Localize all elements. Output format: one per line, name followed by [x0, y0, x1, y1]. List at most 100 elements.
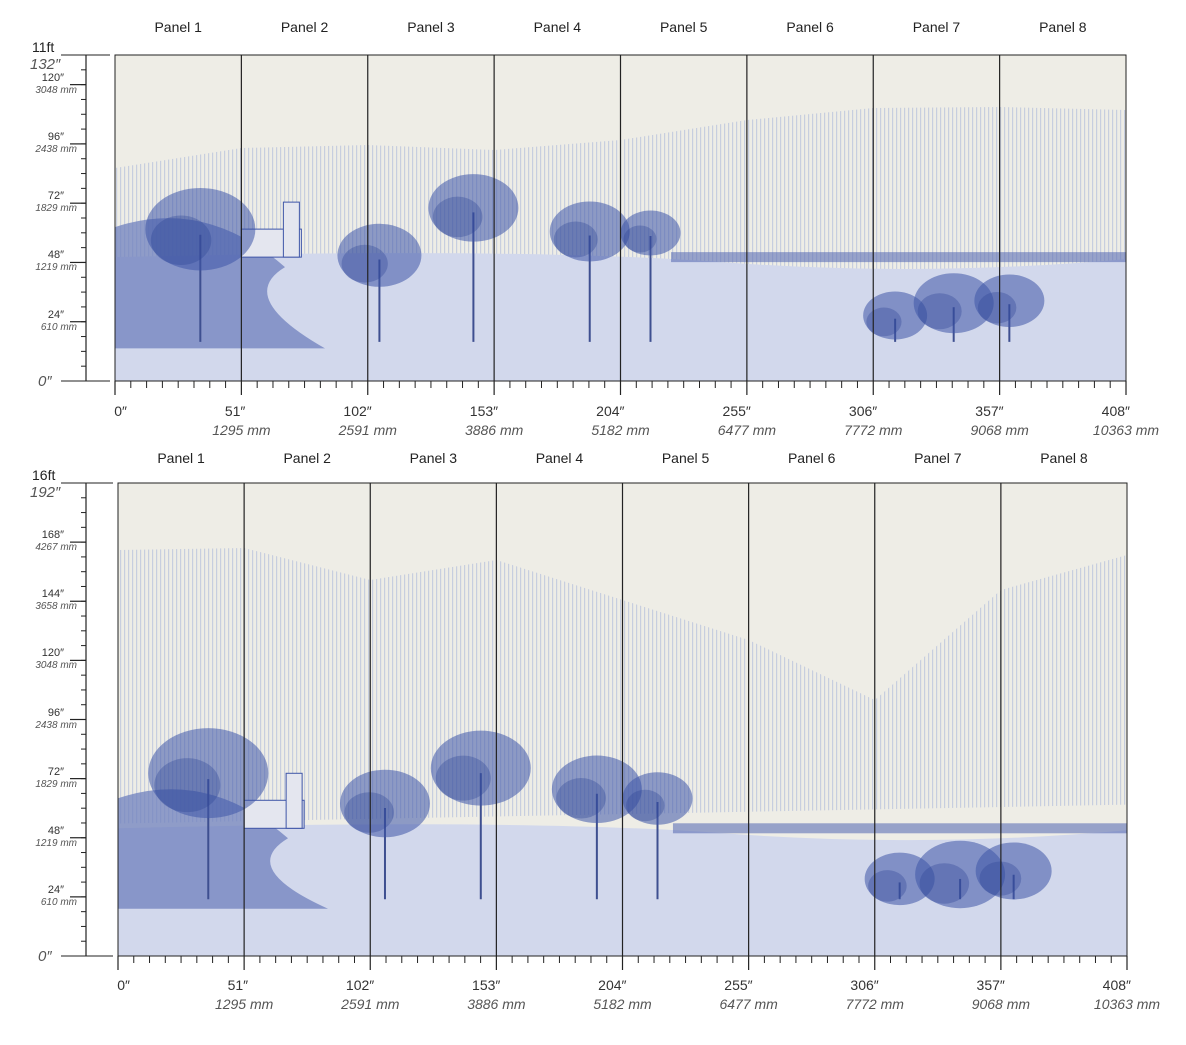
tree [337, 223, 422, 342]
width-inch-label: 102″ [345, 977, 375, 993]
height-mm-label: 3048 mm [35, 660, 77, 672]
width-inch-label: 255″ [724, 977, 753, 993]
tree [975, 842, 1052, 900]
width-inch-label: 51″ [227, 977, 249, 993]
height-mm-label: 610 mm [40, 321, 77, 333]
width-mm-label: 9068 mm [970, 422, 1029, 438]
panel-label: Panel 2 [280, 19, 329, 35]
height-mm-label: 3048 mm [35, 84, 77, 96]
height-inch-label: 120″ [41, 647, 64, 660]
height-mm-label: 610 mm [40, 896, 77, 908]
panel-label: Panel 3 [409, 450, 458, 466]
width-mm-label: 1295 mm [214, 996, 274, 1012]
height-inch-label: 96″ [47, 130, 64, 143]
panel-label: Panel 2 [283, 450, 331, 466]
tree [620, 210, 681, 342]
width-mm-label: 3886 mm [467, 996, 526, 1012]
panel-label: Panel 6 [787, 450, 836, 466]
height-feet-label: 16ft [32, 467, 56, 483]
tree [913, 273, 994, 342]
width-inch-label: 408″ [1102, 977, 1131, 993]
panel-label: Panel 3 [407, 19, 455, 35]
height-mm-label: 3658 mm [35, 601, 77, 613]
width-inch-label: 306″ [848, 403, 878, 419]
distant-shoreline [672, 823, 1127, 834]
height-mm-label: 1829 mm [35, 778, 77, 790]
panel-label: Panel 8 [1039, 19, 1087, 35]
width-inch-label: 357″ [976, 977, 1005, 993]
width-mm-label: 5182 mm [591, 422, 650, 438]
distant-shoreline [671, 252, 1126, 263]
manor-house [243, 772, 305, 829]
width-inch-label: 204″ [598, 977, 627, 993]
tree [145, 187, 256, 342]
width-mm-label: 6477 mm [717, 422, 777, 438]
tree [974, 274, 1045, 342]
height-inch-label: 48″ [47, 824, 64, 837]
width-mm-label: 1295 mm [212, 422, 271, 438]
panel-label: Panel 4 [533, 19, 582, 35]
height-inch-total: 132″ [30, 56, 61, 73]
panel-label: Panel 6 [786, 19, 834, 35]
width-mm-label: 10363 mm [1093, 996, 1161, 1012]
height-mm-label: 1829 mm [35, 203, 77, 215]
tree [148, 728, 269, 900]
width-mm-label: 2591 mm [341, 996, 400, 1012]
panel-label: Panel 5 [659, 19, 708, 35]
width-inch-label: 357″ [975, 403, 1004, 419]
height-mm-label: 1219 mm [35, 262, 77, 274]
height-inch-label: 24″ [47, 308, 64, 321]
width-inch-label: 408″ [1101, 403, 1130, 419]
height-inch-label: 72″ [47, 190, 64, 203]
panel-label: Panel 1 [154, 19, 202, 35]
panel-label: Panel 8 [1040, 450, 1088, 466]
tree [549, 201, 630, 342]
height-zero-label: 0″ [38, 373, 52, 390]
width-mm-label: 5182 mm [593, 996, 652, 1012]
height-inch-label: 168″ [41, 529, 64, 542]
height-mm-label: 2438 mm [35, 143, 77, 155]
width-inch-label: 0″ [114, 403, 127, 419]
height-zero-label: 0″ [38, 948, 52, 965]
height-inch-label: 120″ [41, 71, 64, 84]
height-inch-label: 48″ [47, 249, 64, 262]
width-mm-label: 3886 mm [464, 422, 524, 438]
height-inch-label: 24″ [47, 883, 64, 896]
panel-label: Panel 5 [661, 450, 710, 466]
width-inch-label: 153″ [472, 977, 501, 993]
width-mm-label: 7772 mm [845, 996, 904, 1012]
tree [551, 755, 642, 900]
height-mm-label: 4267 mm [35, 542, 77, 554]
width-mm-label: 2591 mm [338, 422, 397, 438]
height-mm-label: 2438 mm [35, 719, 77, 731]
panel-label: Panel 4 [535, 450, 584, 466]
tree [339, 769, 430, 900]
width-mm-label: 9068 mm [971, 996, 1031, 1012]
width-inch-label: 204″ [596, 403, 625, 419]
hedge-bank [118, 789, 328, 909]
panel-label: Panel 1 [157, 450, 205, 466]
width-inch-label: 51″ [224, 403, 246, 419]
manor-house [240, 201, 302, 258]
width-inch-label: 153″ [469, 403, 499, 419]
panel-label: Panel 7 [914, 450, 962, 466]
width-inch-label: 255″ [722, 403, 751, 419]
width-inch-label: 0″ [117, 977, 130, 993]
tree [863, 291, 928, 342]
height-mm-label: 1219 mm [35, 837, 77, 849]
tree [622, 772, 693, 900]
tree [430, 730, 531, 900]
height-inch-label: 96″ [47, 706, 64, 719]
tree [428, 174, 519, 342]
height-inch-label: 72″ [47, 765, 64, 778]
height-inch-total: 192″ [30, 484, 61, 501]
width-mm-label: 10363 mm [1092, 422, 1160, 438]
height-inch-label: 144″ [41, 588, 64, 601]
width-inch-label: 306″ [850, 977, 879, 993]
height-feet-label: 11ft [32, 39, 55, 55]
width-mm-label: 7772 mm [844, 422, 903, 438]
width-inch-label: 102″ [343, 403, 372, 419]
panel-label: Panel 7 [912, 19, 961, 35]
